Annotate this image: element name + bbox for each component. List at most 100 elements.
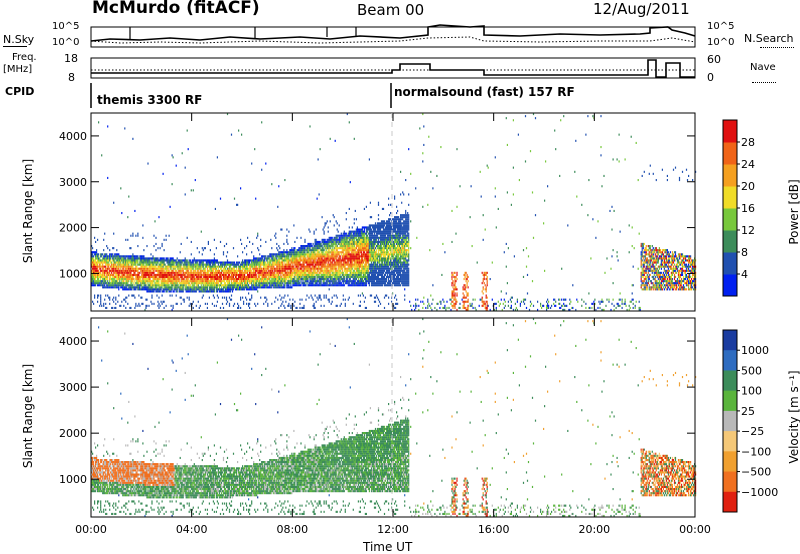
data-cell [310, 275, 312, 278]
data-cell [219, 280, 222, 283]
data-cell [185, 278, 187, 281]
data-cell [99, 259, 101, 262]
data-cell [218, 265, 220, 268]
data-cell [144, 280, 146, 283]
data-cell [314, 253, 316, 256]
data-cell [355, 271, 357, 274]
data-cell [195, 284, 197, 287]
data-cell [216, 271, 218, 274]
data-cell [288, 282, 290, 285]
data-cell [349, 273, 351, 276]
data-cell [203, 275, 205, 278]
data-cell [363, 253, 365, 256]
data-cell [161, 257, 163, 260]
data-cell [211, 263, 213, 266]
data-cell [120, 255, 122, 258]
data-cell [315, 255, 317, 258]
data-cell [137, 278, 139, 281]
data-cell [331, 242, 333, 245]
data-cell [226, 113, 229, 116]
data-cell [137, 284, 139, 287]
data-cell [363, 269, 365, 272]
data-cell [147, 273, 149, 276]
data-cell [122, 282, 124, 285]
data-cell [248, 286, 250, 289]
data-cell [348, 273, 350, 276]
data-cell [265, 275, 267, 278]
data-cell [153, 234, 155, 237]
data-cell [265, 261, 267, 264]
data-cell [92, 300, 94, 303]
data-cell [148, 263, 150, 266]
data-cell [322, 249, 324, 252]
data-cell [113, 278, 115, 281]
data-cell [312, 263, 314, 266]
data-cell [252, 263, 254, 266]
nsky-strip [90, 24, 696, 48]
data-cell [346, 278, 348, 281]
data-cell [323, 271, 325, 274]
data-cell [355, 261, 357, 264]
data-cell [163, 306, 165, 309]
data-cell [256, 269, 258, 272]
data-cell [168, 284, 170, 287]
data-cell [268, 261, 270, 264]
data-cell [178, 288, 180, 291]
data-cell [193, 290, 195, 293]
data-cell [285, 251, 287, 254]
data-cell [95, 259, 97, 262]
data-cell [194, 282, 196, 285]
data-cell [239, 265, 241, 268]
data-cell [321, 273, 323, 276]
data-cell [361, 234, 363, 237]
data-cell [152, 275, 154, 278]
data-cell [354, 278, 356, 281]
data-cell [181, 278, 183, 281]
data-cell [347, 242, 349, 245]
data-cell [318, 255, 320, 258]
data-cell [353, 275, 355, 278]
data-cell [353, 232, 355, 235]
data-cell [291, 278, 293, 281]
data-cell [120, 284, 122, 287]
data-cell [230, 271, 233, 274]
data-cell [129, 278, 131, 281]
data-cell [331, 271, 333, 274]
data-cell [341, 271, 343, 274]
data-cell [320, 257, 322, 260]
data-cell [262, 267, 264, 270]
data-cell [353, 137, 355, 140]
data-cell [354, 242, 356, 245]
data-cell [353, 255, 355, 258]
data-cell [256, 273, 258, 276]
data-cell [239, 278, 241, 281]
data-cell [292, 273, 294, 276]
data-cell [308, 271, 310, 274]
data-cell [139, 288, 141, 291]
data-cell [271, 273, 273, 276]
data-cell [354, 265, 356, 268]
data-cell [249, 267, 251, 270]
data-cell [167, 263, 169, 266]
data-cell [286, 263, 288, 266]
data-cell [361, 230, 363, 233]
data-cell [162, 275, 164, 278]
data-cell [132, 253, 134, 256]
data-cell [98, 273, 100, 276]
data-cell [314, 247, 316, 250]
data-cell [356, 242, 358, 245]
data-cell [320, 251, 322, 254]
data-cell [131, 275, 133, 278]
data-cell [286, 259, 288, 262]
data-cell [341, 242, 343, 245]
data-cell [195, 261, 197, 264]
data-cell [349, 230, 351, 233]
data-cell [219, 284, 222, 287]
data-cell [147, 271, 149, 274]
data-cell [225, 298, 228, 301]
data-cell [197, 273, 199, 276]
data-cell [243, 265, 245, 268]
data-cell [320, 261, 322, 264]
data-cell [347, 236, 349, 239]
data-cell [262, 273, 264, 276]
